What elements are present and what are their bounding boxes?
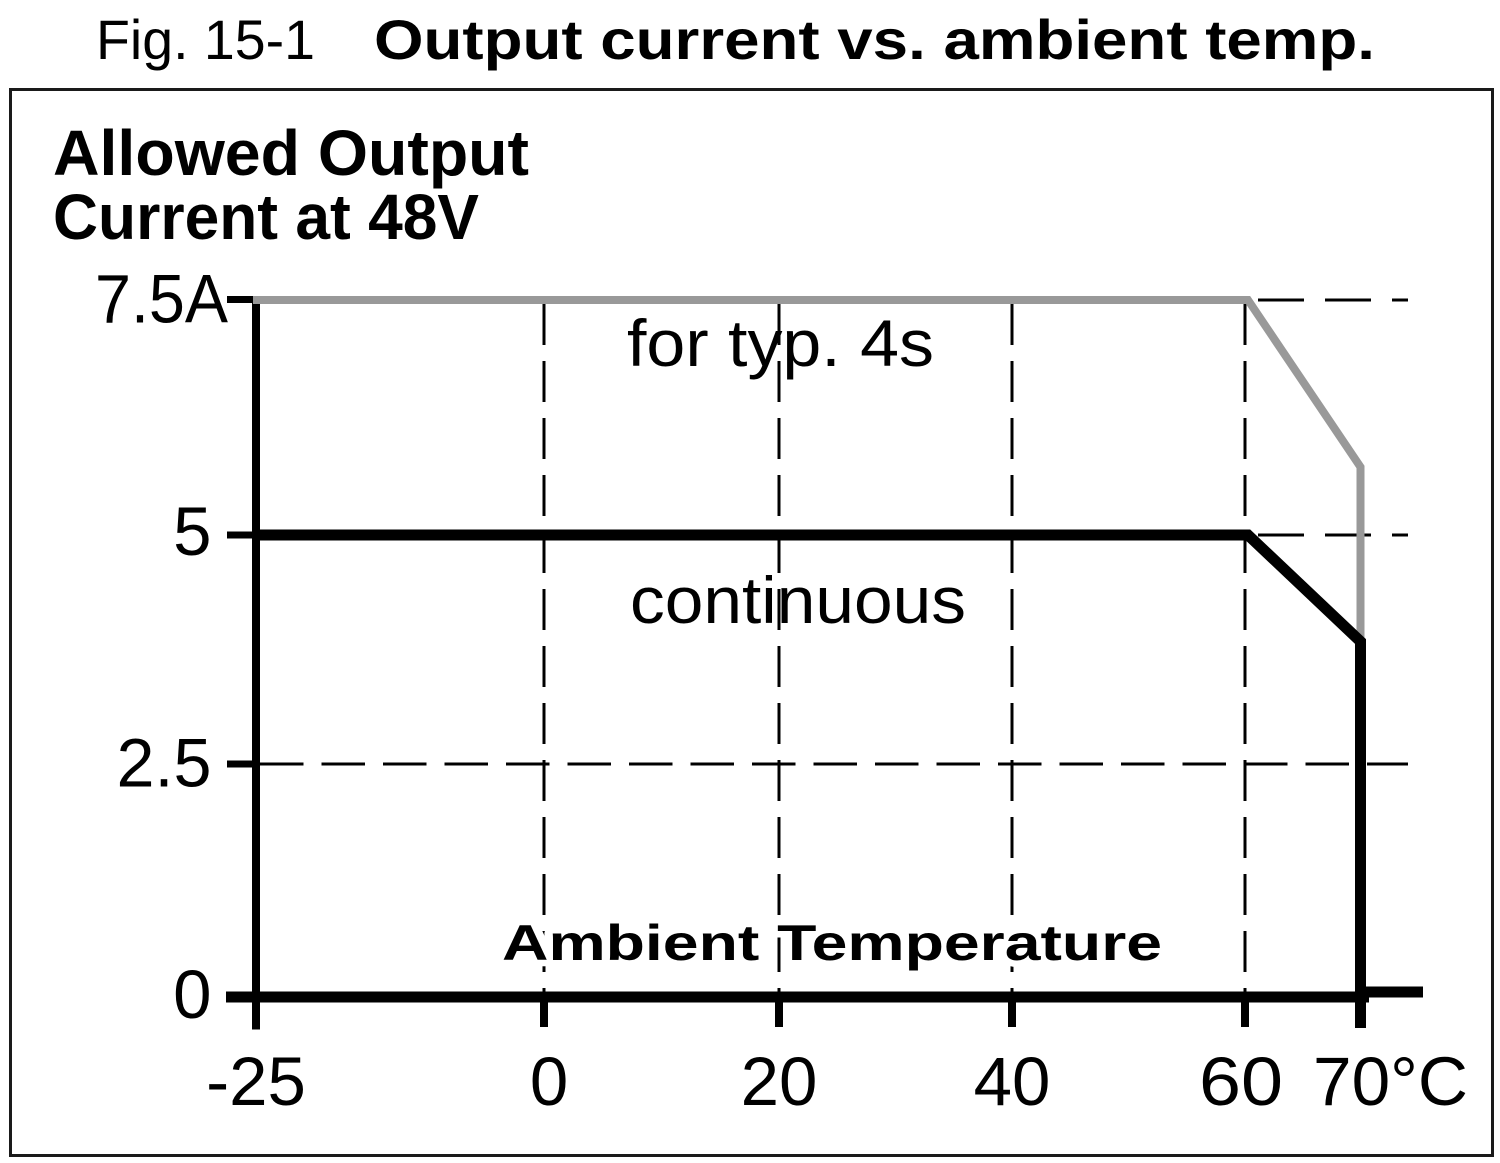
- svg-text:70°C: 70°C: [1313, 1043, 1468, 1120]
- svg-text:for typ. 4s: for typ. 4s: [627, 306, 934, 380]
- svg-text:-25: -25: [206, 1043, 306, 1120]
- svg-text:Current at 48V: Current at 48V: [53, 181, 479, 253]
- svg-text:0: 0: [173, 956, 211, 1033]
- svg-text:Ambient Temperature: Ambient Temperature: [502, 915, 1162, 971]
- svg-text:7.5A: 7.5A: [95, 261, 228, 338]
- svg-text:5: 5: [173, 493, 211, 570]
- svg-text:20: 20: [741, 1043, 818, 1120]
- svg-text:2.5: 2.5: [117, 725, 212, 802]
- svg-text:40: 40: [974, 1043, 1051, 1120]
- svg-text:Output current vs. ambient tem: Output current vs. ambient temp.: [374, 8, 1375, 71]
- svg-text:Fig. 15-1: Fig. 15-1: [96, 8, 315, 71]
- svg-text:60: 60: [1199, 1043, 1283, 1120]
- svg-text:Allowed Output: Allowed Output: [53, 117, 529, 189]
- svg-text:continuous: continuous: [630, 563, 966, 637]
- svg-text:0: 0: [530, 1043, 568, 1120]
